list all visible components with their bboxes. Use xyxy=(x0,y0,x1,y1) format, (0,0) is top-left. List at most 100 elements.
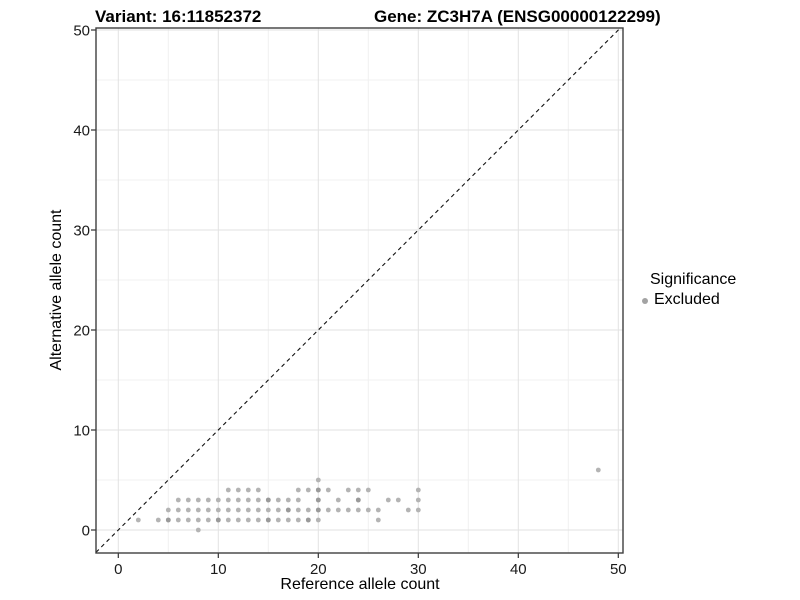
data-point xyxy=(235,497,241,503)
data-point xyxy=(415,507,421,513)
y-tick-label: 20 xyxy=(73,323,90,340)
y-tick-label: 0 xyxy=(82,523,90,540)
y-tick-label: 40 xyxy=(73,123,90,140)
data-point xyxy=(165,507,171,513)
data-point xyxy=(335,497,341,503)
data-point xyxy=(325,507,331,513)
plot-title-variant: Variant: 16:11852372 xyxy=(95,7,262,26)
x-tick-label: 0 xyxy=(114,561,122,578)
y-axis-title: Alternative allele count xyxy=(48,209,65,371)
x-tick-label: 30 xyxy=(410,561,427,578)
data-point xyxy=(385,497,391,503)
data-point xyxy=(205,507,211,513)
data-point xyxy=(295,497,301,503)
x-axis-title: Reference allele count xyxy=(280,576,440,593)
data-point xyxy=(275,517,281,523)
data-point xyxy=(195,507,201,513)
data-point xyxy=(175,517,181,523)
data-point xyxy=(235,507,241,513)
data-point-overlap xyxy=(315,487,321,493)
data-point xyxy=(325,487,331,493)
data-point-overlap xyxy=(315,497,321,503)
data-point-overlap xyxy=(265,497,271,503)
data-point xyxy=(245,497,251,503)
data-point xyxy=(195,517,201,523)
data-point xyxy=(185,517,191,523)
data-point xyxy=(285,517,291,523)
data-point xyxy=(295,507,301,513)
data-point xyxy=(205,517,211,523)
data-point xyxy=(215,497,221,503)
data-point xyxy=(315,477,321,483)
legend-title: Significance xyxy=(650,271,737,288)
excluded-point-icon xyxy=(642,297,648,304)
data-point xyxy=(375,507,381,513)
data-point xyxy=(255,517,261,523)
data-point xyxy=(275,497,281,503)
legend-item-label: Excluded xyxy=(654,291,720,308)
data-point xyxy=(245,517,251,523)
data-point xyxy=(225,487,231,493)
identity-line xyxy=(95,27,621,553)
y-tick-label: 10 xyxy=(73,423,90,440)
data-point xyxy=(345,507,351,513)
data-point xyxy=(185,497,191,503)
panel-border xyxy=(95,27,624,554)
data-point xyxy=(415,497,421,503)
data-point xyxy=(155,517,161,523)
data-point xyxy=(405,507,411,513)
data-point xyxy=(355,487,361,493)
data-point xyxy=(305,507,311,513)
data-point xyxy=(235,487,241,493)
data-point xyxy=(255,507,261,513)
data-point xyxy=(305,487,311,493)
data-point xyxy=(225,497,231,503)
x-tick-label: 20 xyxy=(310,561,327,578)
data-point xyxy=(245,507,251,513)
data-point xyxy=(175,497,181,503)
data-point xyxy=(245,487,251,493)
data-point xyxy=(205,497,211,503)
data-point xyxy=(225,517,231,523)
data-point xyxy=(365,507,371,513)
data-point xyxy=(355,507,361,513)
data-point xyxy=(295,487,301,493)
data-point xyxy=(595,467,601,473)
plot-title-gene: Gene: ZC3H7A (ENSG00000122299) xyxy=(374,7,661,26)
data-point-overlap xyxy=(285,507,291,513)
data-point xyxy=(365,487,371,493)
data-point xyxy=(195,527,201,533)
x-tick-label: 10 xyxy=(210,561,227,578)
panel-background xyxy=(96,28,623,553)
x-tick-label: 40 xyxy=(510,561,527,578)
legend: Significance Excluded xyxy=(638,271,736,309)
data-point xyxy=(295,517,301,523)
data-point xyxy=(265,507,271,513)
data-point xyxy=(135,517,141,523)
data-point xyxy=(395,497,401,503)
data-point xyxy=(175,507,181,513)
y-tick-label: 30 xyxy=(73,223,90,240)
x-tick-label: 50 xyxy=(610,561,627,578)
y-tick-label: 50 xyxy=(73,23,90,40)
data-point xyxy=(185,507,191,513)
data-point-overlap xyxy=(315,507,321,513)
data-point xyxy=(235,517,241,523)
data-point-overlap xyxy=(305,517,311,523)
data-point xyxy=(315,517,321,523)
data-point xyxy=(345,487,351,493)
data-point-overlap xyxy=(165,517,171,523)
data-point xyxy=(215,507,221,513)
legend-item-excluded: Excluded xyxy=(638,291,736,309)
data-point-overlap xyxy=(265,517,271,523)
data-point xyxy=(225,507,231,513)
data-point xyxy=(255,487,261,493)
data-point xyxy=(255,497,261,503)
data-point-overlap xyxy=(215,517,221,523)
data-point-overlap xyxy=(355,497,361,503)
data-point xyxy=(415,487,421,493)
data-point xyxy=(285,497,291,503)
data-point xyxy=(335,507,341,513)
